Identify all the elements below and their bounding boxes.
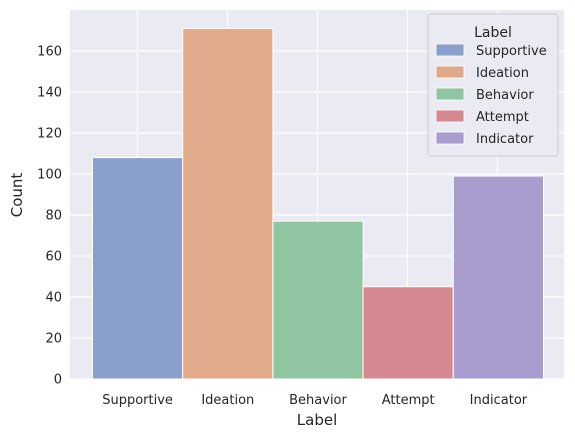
x-tick-label: Behavior <box>289 393 347 408</box>
x-axis-title: Label <box>297 411 337 429</box>
legend-entry-label: Indicator <box>476 132 534 147</box>
legend-entry-label: Attempt <box>476 110 529 125</box>
y-tick-label: 100 <box>37 168 62 183</box>
x-tick-labels: Supportive Ideation Behavior Attempt Indicat… <box>102 393 528 408</box>
legend-entry-label: Behavior <box>476 88 534 103</box>
bars <box>92 27 544 380</box>
legend-entry-label: Ideation <box>476 66 529 81</box>
legend-swatch <box>435 109 465 123</box>
y-tick-label: 20 <box>45 332 62 347</box>
bar-attempt <box>362 286 454 380</box>
x-tick-label: Indicator <box>470 393 528 408</box>
legend-title: Label <box>474 25 512 41</box>
x-tick-label: Attempt <box>382 393 435 408</box>
y-tick-label: 140 <box>37 86 62 101</box>
bar-indicator <box>452 175 544 380</box>
bar-supportive <box>92 157 184 380</box>
y-tick-labels: 0 20 40 60 80 100 120 140 160 <box>37 45 62 388</box>
legend-swatch <box>435 65 465 79</box>
bar-ideation <box>182 27 274 380</box>
y-axis-title: Count <box>8 173 26 218</box>
y-tick-label: 0 <box>54 373 62 388</box>
legend-swatch <box>435 131 465 145</box>
y-tick-label: 120 <box>37 127 62 142</box>
y-tick-label: 80 <box>45 209 62 224</box>
legend: Label Supportive Ideation Behavior Attempt I… <box>427 13 559 157</box>
bar-behavior <box>272 220 364 380</box>
legend-swatch <box>435 87 465 101</box>
y-tick-label: 160 <box>37 45 62 60</box>
x-tick-label: Supportive <box>102 393 173 408</box>
legend-entry-label: Supportive <box>476 44 547 59</box>
y-tick-label: 40 <box>45 291 62 306</box>
legend-swatch <box>435 43 465 57</box>
x-tick-label: Ideation <box>201 393 254 408</box>
y-tick-label: 60 <box>45 250 62 265</box>
